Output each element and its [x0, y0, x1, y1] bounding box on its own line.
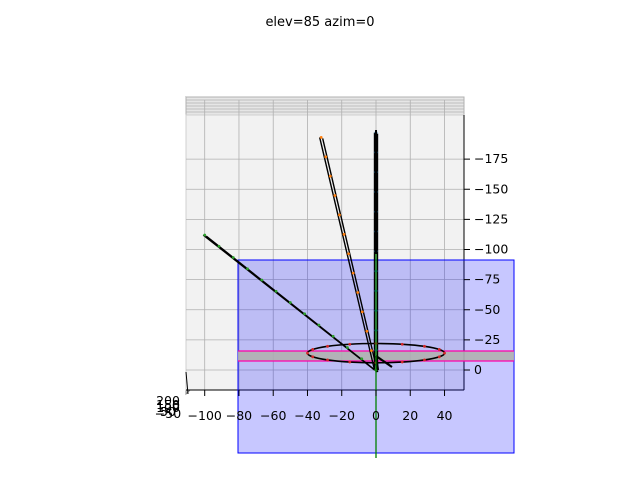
- z-tick-label: 50: [160, 404, 176, 419]
- x-tick-label: −60: [260, 408, 286, 423]
- grid-lines: [185, 99, 465, 395]
- series-point-3: [400, 360, 404, 364]
- series-point-3: [348, 342, 352, 346]
- x-tick-label: −20: [329, 408, 355, 423]
- z-tick-label: 150: [156, 397, 180, 412]
- y-tick-label: −175: [474, 151, 508, 166]
- series-point-2: [331, 334, 335, 338]
- series-point-1: [333, 194, 337, 197]
- tick-labels: −100 −80 −60 −40 −20 0 20 40 −175 −150 −125 −100 −75…: [155, 151, 509, 423]
- z-tick-label: 200: [156, 393, 180, 408]
- y-tick-label: −100: [474, 242, 508, 257]
- series-point-1: [360, 310, 364, 314]
- series-point-2: [317, 323, 321, 327]
- x-tick-label: 20: [402, 408, 418, 423]
- y-tick-label: −150: [474, 181, 508, 196]
- series-point-2: [288, 301, 292, 304]
- series-point-1: [351, 271, 355, 275]
- z-tick-label: 100: [156, 400, 180, 415]
- series-point-2: [303, 312, 307, 316]
- series-point-2: [203, 233, 207, 237]
- series-point-2: [217, 244, 221, 248]
- series-line-1: [319, 137, 376, 371]
- y-tick-label: −125: [474, 211, 508, 226]
- series-point-2: [260, 278, 264, 282]
- series-point-3: [306, 351, 309, 355]
- x-tick-label: 40: [437, 408, 453, 423]
- x-tick-label: −40: [294, 408, 320, 423]
- series-point-2: [360, 357, 364, 361]
- y-tick-label: −50: [474, 302, 500, 317]
- series-point-3: [311, 348, 315, 351]
- y-tick-label: −75: [474, 272, 500, 287]
- series-point-1: [328, 174, 332, 178]
- series-point-1: [365, 329, 369, 333]
- series-line-2: [205, 235, 378, 373]
- chart-title: elev=85 azim=0: [265, 15, 374, 30]
- series-point-3: [348, 360, 352, 364]
- x-tick-label: −100: [188, 408, 222, 423]
- series-point-3: [443, 351, 446, 355]
- series-point-2: [346, 346, 349, 349]
- series-point-3: [423, 344, 426, 348]
- series-point-3: [311, 355, 315, 359]
- series-point-1: [324, 155, 328, 159]
- series-point-2: [246, 267, 249, 271]
- series-point-1: [347, 252, 350, 256]
- series-point-1: [370, 349, 373, 353]
- series-point-3: [423, 358, 426, 362]
- z-tick-label: −50: [155, 406, 181, 421]
- series-point-1: [342, 232, 346, 236]
- series-point-1: [338, 213, 341, 217]
- series-point-3: [326, 344, 329, 348]
- z-axis-line: [185, 371, 189, 395]
- series-point-2: [231, 256, 235, 259]
- x-tick-label: 0: [372, 408, 380, 423]
- origin-arrow: [375, 355, 393, 368]
- series-point-3: [437, 355, 441, 359]
- series-point-1: [319, 136, 323, 139]
- z-tick-label: 0: [172, 398, 180, 413]
- series-point-3: [400, 342, 404, 346]
- x-tick-label: −80: [226, 408, 252, 423]
- series-line-1: [322, 138, 379, 373]
- data-series: [202, 130, 446, 458]
- y-tick-label: −25: [474, 332, 500, 347]
- y-tick-label: 0: [474, 362, 482, 377]
- series-point-3: [326, 358, 329, 362]
- series-point-3: [437, 348, 441, 351]
- series-point-2: [274, 289, 278, 293]
- series-point-1: [356, 291, 360, 294]
